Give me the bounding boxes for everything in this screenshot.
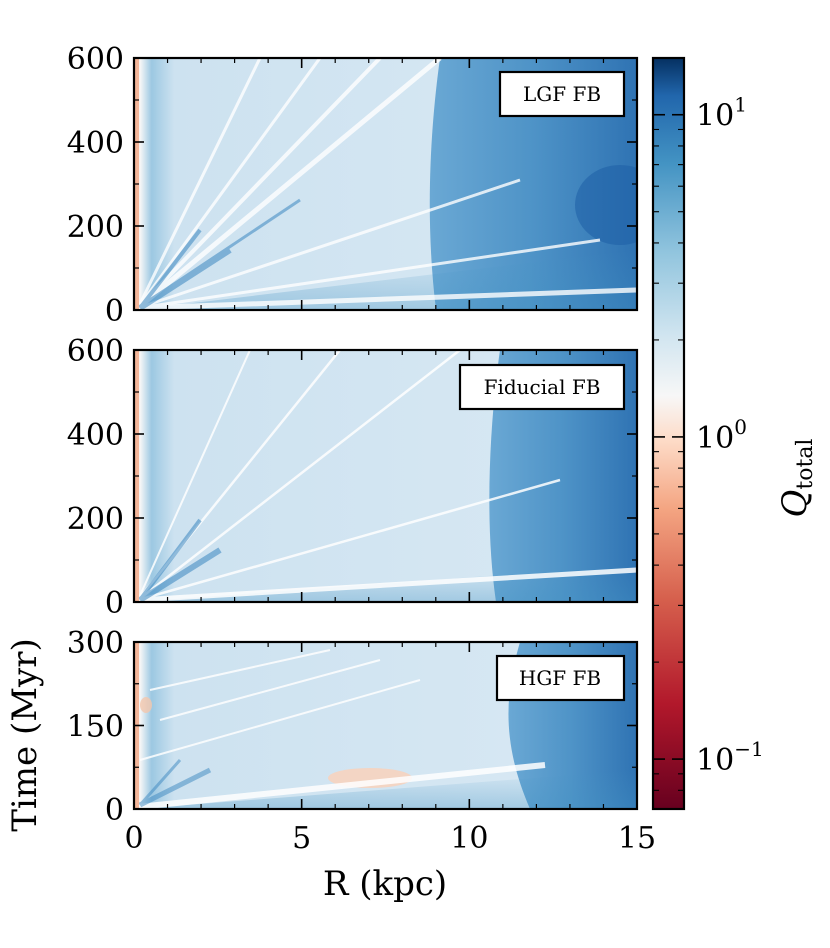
y-tick-label: 400 (67, 418, 124, 453)
x-tick-label: 10 (450, 821, 488, 856)
y-tick-label: 200 (67, 210, 124, 245)
y-tick-label: 200 (67, 502, 124, 537)
panel-label-box-fiducial: Fiducial FB (458, 363, 626, 411)
x-tick-labels: 0 5 10 15 (124, 821, 656, 856)
colorbar: 101 100 10−1 Qtotal (651, 56, 818, 811)
y-tick-label: 0 (105, 586, 124, 621)
panel-fiducial: Fiducial FB 0 200 400 600 (67, 334, 639, 621)
y-tick-label: 400 (67, 126, 124, 161)
panel-label-hgf: HGF FB (519, 666, 601, 690)
y-tick-label: 600 (67, 42, 124, 77)
x-ticks-hgf (133, 642, 638, 809)
x-axis-title: R (kpc) (323, 864, 447, 904)
panel-label-lgf: LGF FB (523, 82, 601, 106)
panel-label-fiducial: Fiducial FB (484, 375, 601, 399)
x-tick-label: 15 (618, 821, 656, 856)
x-ticks-fiducial (133, 350, 638, 602)
y-tick-label: 300 (67, 626, 124, 661)
colorbar-tick-label: 10−1 (696, 737, 764, 778)
x-tick-label: 5 (292, 821, 311, 856)
y-tick-label: 0 (105, 793, 124, 828)
y-axis-hgf: 0 150 300 (67, 626, 637, 828)
y-axis-fiducial: 0 200 400 600 (67, 334, 637, 621)
y-tick-label: 0 (105, 294, 124, 329)
y-tick-label: 150 (67, 710, 124, 745)
colorbar-tick-label: 101 (696, 93, 747, 134)
y-axis-lgf: 0 200 400 600 (67, 42, 637, 329)
panel-label-box-lgf: LGF FB (498, 70, 626, 118)
x-ticks-lgf (133, 58, 638, 310)
panel-lgf: LGF FB 0 200 400 600 (67, 42, 639, 329)
colorbar-title: Qtotal (775, 439, 818, 518)
panel-label-box-hgf: HGF FB (495, 654, 626, 702)
y-tick-label: 600 (67, 334, 124, 369)
colorbar-gradient (653, 58, 684, 809)
colorbar-tick-label: 100 (696, 415, 747, 456)
y-axis-title: Time (Myr) (5, 638, 45, 832)
panel-hgf: HGF FB 0 150 300 (67, 626, 639, 828)
x-tick-label: 0 (124, 821, 143, 856)
colorbar-ticks: 101 100 10−1 (653, 93, 764, 810)
